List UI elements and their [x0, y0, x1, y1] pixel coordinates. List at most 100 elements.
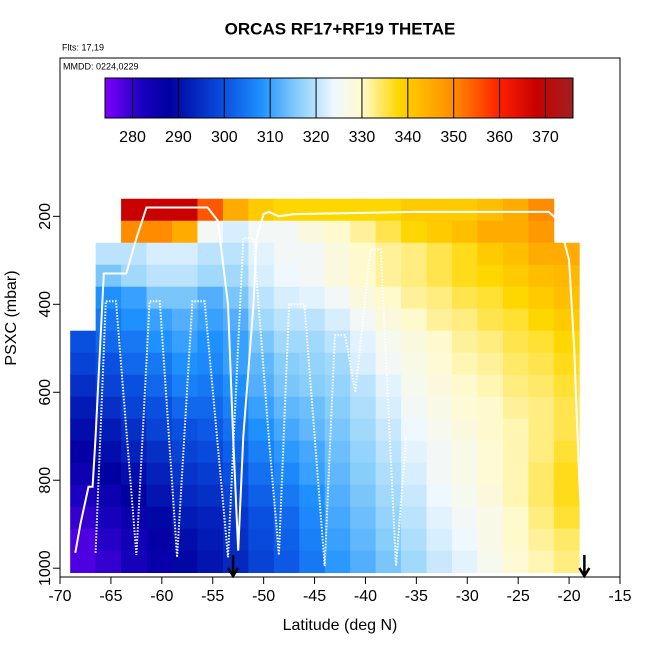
heat-cell: [452, 484, 478, 508]
heat-cell: [401, 506, 427, 530]
heat-cell: [350, 506, 377, 530]
heat-cell: [248, 418, 275, 442]
heat-cell: [121, 506, 147, 530]
heat-cell: [350, 550, 377, 574]
heat-cell: [502, 528, 529, 552]
colorbar-tick-label: 360: [486, 129, 513, 146]
heat-cell: [477, 396, 504, 420]
heat-cell: [477, 308, 504, 332]
heat-cell: [528, 550, 555, 574]
x-tick-label: -70: [48, 588, 71, 605]
x-tick-label: -40: [354, 588, 377, 605]
heat-cell: [222, 550, 249, 574]
heat-cell: [350, 418, 377, 442]
heat-cell: [350, 242, 377, 266]
heat-cell: [553, 330, 580, 354]
heat-cell: [172, 198, 198, 222]
heat-cell: [477, 440, 504, 464]
heat-cell: [528, 242, 555, 266]
heat-cell: [95, 484, 122, 508]
heat-cell: [324, 330, 351, 354]
heat-cell: [248, 374, 275, 398]
y-tick-label: 200: [37, 203, 54, 230]
heat-cell: [172, 330, 198, 354]
heat-cell: [401, 528, 427, 552]
x-tick-label: -50: [252, 588, 275, 605]
heat-cell: [502, 242, 529, 266]
heat-cell: [502, 396, 529, 420]
heat-cell: [401, 352, 427, 376]
heat-cell: [502, 330, 529, 354]
x-tick-label: -60: [150, 588, 173, 605]
heat-cell: [222, 286, 249, 310]
heat-cell: [273, 462, 300, 486]
heat-cell: [299, 330, 326, 354]
heat-cell: [146, 242, 173, 266]
heat-cell: [553, 264, 580, 288]
heat-cell: [95, 264, 122, 288]
heat-cell: [502, 462, 529, 486]
heat-cell: [426, 308, 453, 332]
heat-cell: [248, 330, 275, 354]
heat-cell: [375, 330, 402, 354]
annotation: MMDD: 0224,0229: [63, 61, 139, 71]
heat-cell: [146, 374, 173, 398]
heat-cell: [452, 242, 478, 266]
heat-cell: [146, 264, 173, 288]
heat-cell: [273, 220, 300, 244]
heat-cell: [502, 264, 529, 288]
heat-cell: [248, 440, 275, 464]
heat-cell: [502, 308, 529, 332]
heat-cell: [401, 484, 427, 508]
heat-cell: [502, 286, 529, 310]
heat-cell: [299, 506, 326, 530]
heat-cell: [375, 506, 402, 530]
heat-cell: [222, 418, 249, 442]
colorbar-tick-label: 340: [394, 129, 421, 146]
heat-cell: [172, 396, 198, 420]
heat-cell: [324, 198, 351, 222]
heat-cell: [222, 440, 249, 464]
heat-cell: [70, 396, 97, 420]
y-tick-label: 800: [37, 467, 54, 494]
heat-cell: [70, 352, 97, 376]
heat-cell: [324, 242, 351, 266]
heat-cell: [197, 418, 224, 442]
chart-title: ORCAS RF17+RF19 THETAE: [225, 19, 456, 38]
heat-cell: [121, 440, 147, 464]
heat-cell: [426, 396, 453, 420]
heat-cell: [146, 484, 173, 508]
heat-cell: [350, 352, 377, 376]
heat-cell: [401, 418, 427, 442]
heat-cell: [477, 550, 504, 574]
heat-cell: [401, 242, 427, 266]
heat-cell: [553, 308, 580, 332]
colorbar-tick-label: 320: [303, 129, 330, 146]
heat-cell: [222, 396, 249, 420]
heat-cell: [553, 396, 580, 420]
heat-cell: [299, 352, 326, 376]
heat-cell: [350, 462, 377, 486]
flight-track: [74, 206, 585, 553]
heat-cell: [172, 550, 198, 574]
heat-cell: [222, 198, 249, 222]
heat-cell: [197, 550, 224, 574]
heat-cell: [121, 198, 147, 222]
heat-cell: [375, 286, 402, 310]
heat-cell: [70, 330, 97, 354]
heat-cell: [273, 550, 300, 574]
heat-cell: [350, 440, 377, 464]
heat-cell: [528, 396, 555, 420]
heat-cell: [95, 330, 122, 354]
heat-cell: [426, 484, 453, 508]
heat-cell: [401, 330, 427, 354]
heat-cell: [273, 396, 300, 420]
heat-cell: [324, 352, 351, 376]
heat-cell: [528, 462, 555, 486]
heat-cell: [95, 506, 122, 530]
heat-cell: [273, 506, 300, 530]
heat-cell: [553, 418, 580, 442]
heat-cell: [273, 286, 300, 310]
heat-cell: [197, 330, 224, 354]
heat-cell: [197, 462, 224, 486]
